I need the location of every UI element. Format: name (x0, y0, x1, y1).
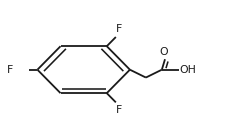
Text: F: F (116, 105, 122, 115)
Text: F: F (116, 24, 122, 34)
Text: F: F (7, 65, 14, 75)
Text: OH: OH (180, 65, 197, 75)
Text: O: O (160, 47, 168, 57)
